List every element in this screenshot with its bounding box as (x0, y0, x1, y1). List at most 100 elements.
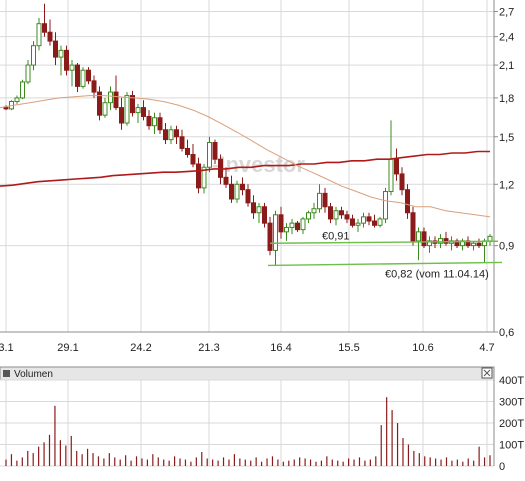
x-tick-label: 15.5 (338, 342, 359, 354)
candle-body (377, 218, 383, 226)
candle-body (185, 147, 190, 156)
candle-down (113, 75, 119, 111)
x-tick-label: 21.3 (198, 342, 219, 354)
watermark: -Investor (212, 152, 305, 177)
candle-down (229, 175, 234, 203)
candle-body (102, 102, 108, 116)
candle-body (47, 31, 53, 42)
candle-body (306, 212, 311, 220)
x-tick-label: 4.7 (479, 342, 494, 354)
candle-up (449, 236, 454, 251)
volume-y-tick-label: 0 (499, 461, 505, 473)
candle-down (190, 143, 196, 168)
candle-down (119, 97, 124, 130)
candle-up (317, 184, 322, 213)
candles (3, 3, 493, 266)
support-line-2 (267, 261, 503, 267)
candle-body (179, 136, 185, 149)
candle-body (416, 231, 421, 242)
candle-body (130, 95, 135, 114)
candle-down (262, 202, 267, 228)
candle-up (14, 95, 20, 104)
candle-body (262, 206, 267, 224)
candle-up (471, 240, 476, 251)
candle-body (168, 129, 174, 141)
candle-up (306, 210, 311, 224)
candle-down (267, 216, 273, 256)
candle-up (152, 112, 157, 134)
candle-body (443, 238, 449, 244)
candle-down (344, 210, 350, 224)
candle-up (25, 60, 31, 85)
candle-body (284, 226, 289, 233)
candle-body (69, 64, 75, 71)
candle-down (443, 231, 449, 246)
candle-up (377, 216, 383, 228)
volume-y-tick-label: 400T (499, 375, 524, 387)
candle-up (487, 234, 493, 246)
y-tick-label: 1,5 (499, 132, 514, 144)
candle-up (36, 17, 42, 51)
candle-up (168, 125, 174, 144)
support-line-1 (269, 240, 499, 244)
candle-body (157, 117, 163, 131)
candle-down (157, 112, 163, 134)
volume-header (0, 366, 495, 381)
candle-down (64, 45, 69, 76)
candle-body (119, 107, 124, 124)
y-tick-label: 1,2 (499, 179, 514, 191)
candle-body (58, 49, 64, 58)
candle-down (223, 167, 229, 188)
candle-body (80, 69, 86, 87)
candle-up (135, 103, 141, 124)
candle-down (454, 238, 460, 248)
candle-down (240, 177, 245, 196)
candle-down (328, 202, 333, 224)
volume-bars (5, 397, 491, 466)
candle-body (355, 222, 361, 226)
candle-down (42, 3, 47, 37)
candle-up (388, 120, 394, 196)
volume-y-tick-label: 300T (499, 397, 524, 409)
candle-body (311, 208, 317, 214)
candle-body (108, 91, 113, 104)
candle-body (383, 191, 388, 220)
candle-body (146, 115, 152, 127)
x-tick-label: 24.2 (130, 342, 151, 354)
candle-up (355, 218, 361, 232)
candle-up (20, 79, 25, 100)
candle-up (58, 45, 64, 76)
candle-body (174, 129, 179, 138)
candle-up (284, 223, 289, 241)
candle-body (300, 218, 306, 231)
candle-body (212, 142, 218, 160)
x-tick-label: 3.1 (0, 342, 14, 354)
candle-down (399, 167, 405, 196)
candle-down (47, 19, 53, 46)
ma-long-line (0, 150, 490, 187)
candle-body (25, 64, 31, 83)
candle-body (86, 69, 91, 82)
candle-down (130, 90, 135, 117)
candle-body (251, 202, 256, 214)
candle-down (405, 184, 410, 219)
y-tick-label: 0,6 (499, 327, 514, 339)
y-tick-label: 1,8 (499, 93, 514, 105)
candle-up (31, 41, 36, 71)
close-icon[interactable] (483, 369, 491, 377)
candle-down (322, 187, 328, 213)
candle-body (487, 235, 493, 242)
candle-up (427, 236, 432, 253)
candle-body (344, 214, 350, 220)
x-tick-label: 16.4 (270, 342, 291, 354)
volume-header-icon (3, 370, 10, 377)
candle-up (300, 216, 306, 235)
candle-body (152, 117, 157, 127)
candle-body (405, 189, 410, 214)
candle-body (64, 49, 69, 71)
candle-body (471, 242, 476, 247)
candle-down (179, 129, 185, 152)
candle-body (328, 206, 333, 220)
candle-body (75, 64, 80, 87)
